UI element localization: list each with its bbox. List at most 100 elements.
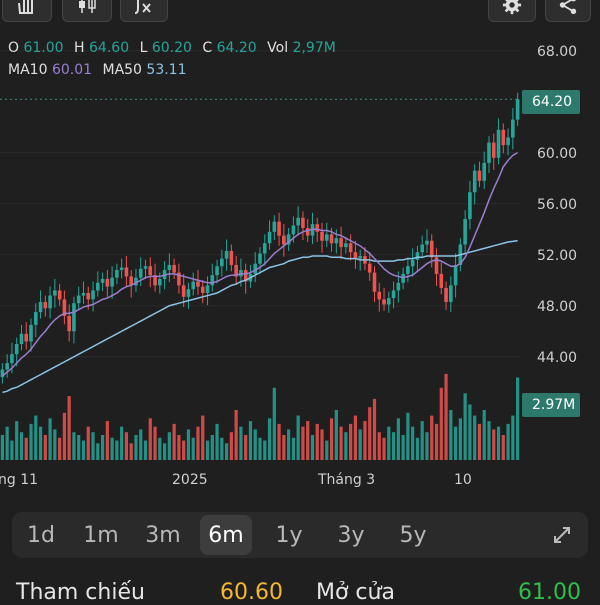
- volume-bar: [420, 421, 424, 460]
- high-value: 64.60: [89, 40, 130, 56]
- volume-bar: [201, 415, 205, 460]
- hand-pan-button[interactable]: [2, 0, 52, 22]
- volume-bar: [425, 432, 429, 460]
- candle: [38, 301, 43, 313]
- candle: [491, 142, 496, 158]
- settings-button[interactable]: [488, 0, 536, 22]
- volume-bar: [463, 393, 467, 460]
- volume-bar: [120, 426, 124, 460]
- candle: [301, 217, 305, 228]
- volume-bar: [439, 387, 443, 460]
- candle: [229, 250, 234, 265]
- candlestick-type-button[interactable]: [62, 0, 112, 22]
- price-chart[interactable]: [0, 0, 600, 470]
- tab-3m[interactable]: 3m: [145, 522, 181, 548]
- volume-bar: [482, 410, 486, 460]
- ma50-line: [2, 239, 518, 394]
- high-label: H: [74, 40, 85, 56]
- volume-bar: [382, 437, 386, 460]
- volume-bar: [162, 443, 167, 460]
- volume-bar: [396, 418, 400, 460]
- candle: [186, 289, 191, 297]
- ref-price-label: Tham chiếu: [16, 580, 145, 605]
- indicator-fx-icon: [134, 0, 151, 14]
- candle: [272, 221, 277, 232]
- volume-bar: [153, 426, 157, 460]
- timeframe-tabs: 1d 1m 3m 6m 1y 3y 5y: [12, 512, 588, 558]
- candle: [353, 252, 358, 259]
- candle: [515, 99, 520, 120]
- volume-bar: [287, 429, 291, 460]
- tab-1d[interactable]: 1d: [27, 522, 55, 548]
- volume-bar: [430, 415, 434, 460]
- volume-bar: [334, 410, 338, 460]
- volume-bar: [167, 432, 171, 460]
- volume-bar: [473, 415, 477, 460]
- tab-1y[interactable]: 1y: [275, 522, 303, 548]
- candle: [153, 275, 157, 286]
- candle: [172, 264, 176, 273]
- fullscreen-button[interactable]: [542, 512, 582, 558]
- tab-1m[interactable]: 1m: [83, 522, 119, 548]
- volume-bar: [215, 423, 219, 460]
- candle: [434, 257, 439, 274]
- candle: [396, 282, 401, 291]
- candle: [119, 267, 124, 271]
- volume-bar: [248, 421, 253, 460]
- candle: [148, 266, 153, 276]
- ma10-line: [1, 151, 518, 377]
- volume-bar: [24, 437, 28, 460]
- time-tick: Tháng 3: [318, 472, 376, 488]
- candle: [487, 142, 491, 163]
- candle: [258, 253, 262, 264]
- ma50-label: MA50: [102, 62, 142, 78]
- candle: [253, 263, 258, 274]
- ref-price-value: 60.60: [220, 580, 283, 605]
- candle: [177, 272, 181, 286]
- candle: [262, 243, 267, 254]
- close-label: C: [202, 40, 213, 56]
- volume-bar: [444, 373, 448, 460]
- ma10-label: MA10: [8, 62, 48, 78]
- candle: [477, 170, 482, 181]
- volume-bar: [415, 437, 420, 460]
- candle: [496, 129, 501, 158]
- time-tick: 10: [454, 472, 472, 488]
- volume-bar: [325, 440, 329, 460]
- volume-bar: [172, 423, 176, 460]
- candle: [506, 137, 510, 146]
- tab-3y[interactable]: 3y: [337, 522, 365, 548]
- candle: [444, 287, 448, 302]
- candle: [277, 221, 281, 236]
- indicator-button[interactable]: [120, 0, 168, 22]
- candlestick-icon: [79, 0, 96, 13]
- vol-value: 2,97M: [292, 40, 336, 56]
- volume-bar: [296, 415, 300, 460]
- volume-bar: [310, 435, 315, 460]
- open-price-label: Mở cửa: [316, 580, 395, 605]
- candle: [10, 354, 14, 364]
- candle: [33, 312, 38, 325]
- gear-icon: [502, 0, 522, 15]
- tab-5y[interactable]: 5y: [399, 522, 427, 548]
- volume-bar: [263, 440, 267, 460]
- volume-bar: [501, 435, 505, 460]
- volume-bar: [272, 387, 276, 460]
- candle: [158, 278, 162, 286]
- volume-bar: [353, 415, 358, 460]
- volume-bar: [81, 440, 86, 460]
- volume-bar: [267, 418, 272, 460]
- volume-bar: [43, 435, 47, 460]
- low-value: 60.20: [151, 40, 192, 56]
- volume-bar: [72, 432, 76, 460]
- candle: [468, 192, 472, 220]
- volume-bar: [458, 418, 462, 460]
- tab-6m[interactable]: 6m: [200, 515, 252, 555]
- candle: [134, 277, 138, 286]
- share-button[interactable]: [545, 0, 591, 22]
- candle: [282, 235, 286, 245]
- volume-bar: [477, 423, 482, 460]
- time-tick: ng 11: [0, 472, 39, 488]
- expand-icon: [554, 527, 570, 543]
- volume-bar: [210, 435, 214, 460]
